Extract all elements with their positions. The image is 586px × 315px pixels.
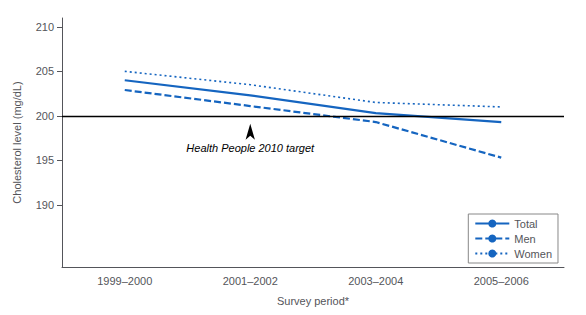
svg-text:210: 210 [36, 21, 54, 33]
svg-text:Survey period*: Survey period* [277, 295, 350, 307]
svg-text:2001–2002: 2001–2002 [223, 275, 278, 287]
svg-text:Women: Women [514, 248, 552, 260]
svg-text:Men: Men [514, 233, 535, 245]
svg-text:Health People 2010 target: Health People 2010 target [186, 142, 315, 154]
svg-text:195: 195 [36, 154, 54, 166]
svg-text:205: 205 [36, 65, 54, 77]
svg-text:Total: Total [514, 218, 537, 230]
svg-text:Cholesterol level (mg/dL): Cholesterol level (mg/dL) [11, 81, 23, 203]
svg-text:2003–2004: 2003–2004 [348, 275, 403, 287]
svg-text:200: 200 [36, 110, 54, 122]
svg-text:2005–2006: 2005–2006 [474, 275, 529, 287]
svg-text:190: 190 [36, 199, 54, 211]
svg-text:1999–2000: 1999–2000 [97, 275, 152, 287]
